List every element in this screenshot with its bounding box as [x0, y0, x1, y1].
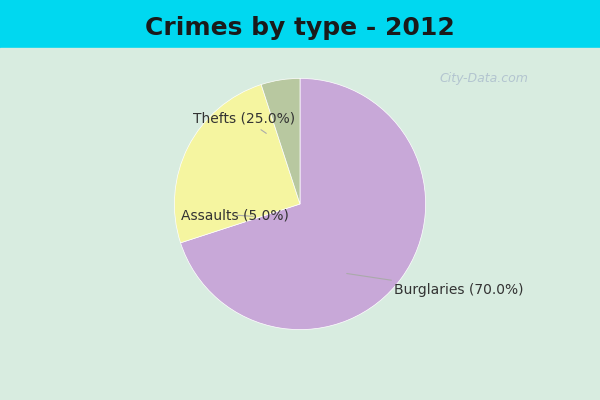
Text: Burglaries (70.0%): Burglaries (70.0%): [347, 274, 524, 298]
Text: Crimes by type - 2012: Crimes by type - 2012: [145, 16, 455, 40]
Wedge shape: [175, 84, 300, 243]
Text: Thefts (25.0%): Thefts (25.0%): [193, 111, 295, 133]
Wedge shape: [181, 78, 425, 330]
Wedge shape: [261, 78, 300, 204]
Text: City-Data.com: City-Data.com: [439, 72, 528, 85]
Text: Assaults (5.0%): Assaults (5.0%): [181, 208, 289, 222]
